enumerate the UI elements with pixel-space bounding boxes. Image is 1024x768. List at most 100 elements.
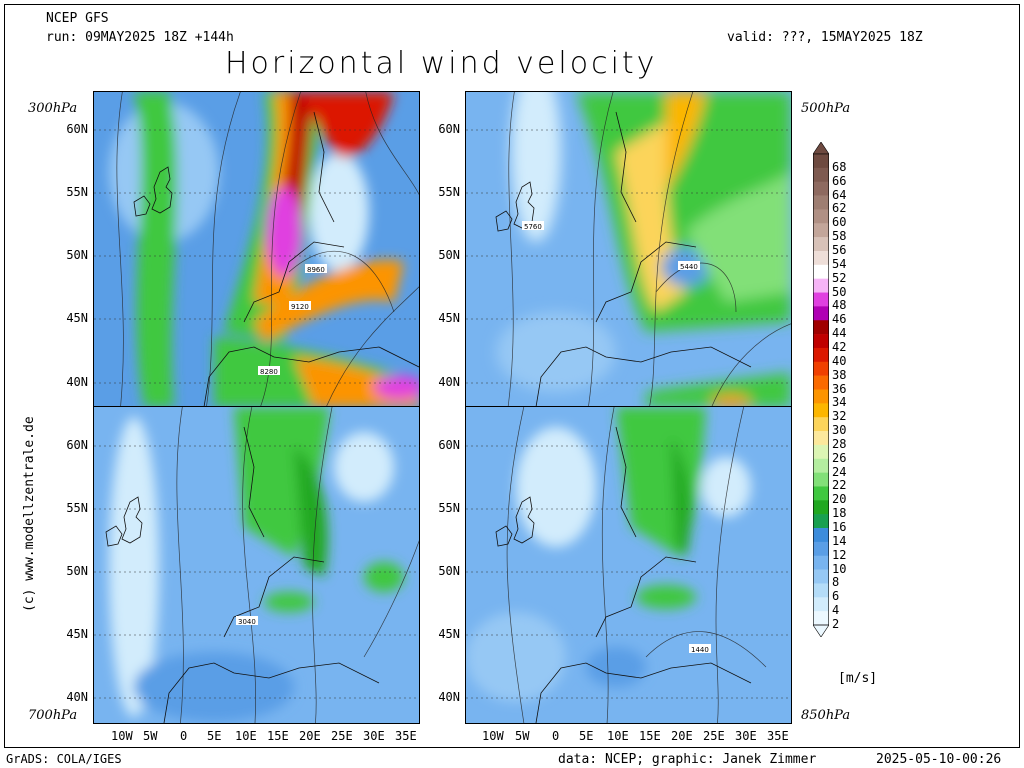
map-panel-300hpa: 8960 9120 8280 bbox=[93, 91, 420, 408]
colorbar-tick-label: 38 bbox=[832, 367, 847, 382]
data-credit: data: NCEP; graphic: Janek Zimmer bbox=[558, 752, 817, 767]
colorbar-swatch bbox=[813, 209, 829, 224]
colorbar-tick-label: 16 bbox=[832, 520, 847, 535]
colorbar-tick-label: 22 bbox=[832, 478, 847, 493]
level-label-700: 700hPa bbox=[28, 708, 78, 723]
colorbar-tick-label: 6 bbox=[832, 589, 840, 604]
colorbar-swatch bbox=[813, 417, 829, 432]
colorbar-tick-label: 20 bbox=[832, 492, 847, 507]
lon-label: 10E bbox=[607, 729, 629, 743]
lat-label: 60N bbox=[438, 122, 460, 136]
lat-label: 50N bbox=[66, 248, 88, 262]
lon-label: 30E bbox=[363, 729, 385, 743]
colorbar-swatch bbox=[813, 458, 829, 473]
colorbar-swatch bbox=[813, 486, 829, 501]
colorbar-swatch bbox=[813, 250, 829, 266]
colorbar-swatch bbox=[813, 264, 829, 279]
lat-label: 40N bbox=[438, 375, 460, 389]
colorbar-swatch bbox=[813, 583, 829, 598]
lon-label: 35E bbox=[767, 729, 789, 743]
contour-label: 8280 bbox=[260, 368, 278, 376]
lat-label: 40N bbox=[66, 375, 88, 389]
timestamp: 2025-05-10-00:26 bbox=[876, 752, 1002, 767]
map-panel-700hpa: 3040 bbox=[93, 406, 420, 724]
lat-label: 60N bbox=[438, 438, 460, 452]
lat-label: 50N bbox=[438, 248, 460, 262]
lat-label: 45N bbox=[66, 311, 88, 325]
colorbar-swatch bbox=[813, 431, 829, 446]
lon-label: 15E bbox=[267, 729, 289, 743]
contour-label: 3040 bbox=[238, 618, 256, 626]
colorbar-swatch bbox=[813, 278, 829, 293]
colorbar-tick-label: 68 bbox=[832, 159, 847, 174]
contour-label: 8960 bbox=[307, 266, 325, 274]
colorbar-tick-label: 26 bbox=[832, 450, 847, 465]
colorbar-swatch bbox=[813, 154, 829, 169]
colorbar-tick-label: 36 bbox=[832, 381, 847, 396]
colorbar-tick-label: 32 bbox=[832, 409, 847, 424]
colorbar-swatch bbox=[813, 611, 829, 626]
level-label-300: 300hPa bbox=[28, 101, 78, 116]
colorbar-swatch bbox=[813, 569, 829, 584]
colorbar-tick-label: 40 bbox=[832, 353, 847, 368]
colorbar-tick-label: 12 bbox=[832, 547, 847, 562]
lat-label: 50N bbox=[438, 564, 460, 578]
lon-label: 0 bbox=[552, 729, 560, 743]
colorbar-swatch bbox=[813, 375, 829, 390]
lat-label: 40N bbox=[438, 690, 460, 704]
lon-label: 5E bbox=[579, 729, 594, 743]
colorbar-tick-label: 54 bbox=[832, 256, 847, 271]
colorbar-swatch bbox=[813, 472, 829, 487]
lat-label: 45N bbox=[66, 627, 88, 641]
lat-label: 60N bbox=[66, 438, 88, 452]
colorbar-arrow-top bbox=[813, 142, 829, 155]
colorbar-swatch bbox=[813, 555, 829, 570]
lon-label: 30E bbox=[735, 729, 757, 743]
chart-title: Horizontal wind velocity bbox=[225, 46, 658, 81]
colorbar-swatch bbox=[813, 320, 829, 335]
lon-label: 25E bbox=[331, 729, 353, 743]
lat-label: 55N bbox=[438, 501, 460, 515]
colorbar-tick-label: 66 bbox=[832, 173, 847, 188]
side-credit: (c) www.modellzentrale.de bbox=[22, 416, 37, 612]
lat-label: 55N bbox=[66, 501, 88, 515]
contour-label: 1440 bbox=[691, 646, 709, 654]
colorbar-tick-label: 30 bbox=[832, 423, 847, 438]
colorbar-swatch bbox=[813, 334, 829, 349]
contour-label: 5760 bbox=[524, 223, 542, 231]
colorbar-tick-label: 34 bbox=[832, 395, 847, 410]
colorbar-swatch bbox=[813, 389, 829, 404]
colorbar-swatch bbox=[813, 237, 829, 252]
colorbar-tick-label: 14 bbox=[832, 533, 847, 548]
lon-label: 10W bbox=[482, 729, 504, 743]
colorbar-tick-label: 50 bbox=[832, 284, 847, 299]
lon-label: 5E bbox=[207, 729, 222, 743]
lat-label: 45N bbox=[438, 311, 460, 325]
colorbar-swatch bbox=[813, 514, 829, 529]
map-panel-850hpa: 1440 bbox=[465, 406, 792, 724]
lon-label: 20E bbox=[671, 729, 693, 743]
colorbar-swatch bbox=[813, 181, 829, 196]
lat-label: 60N bbox=[66, 122, 88, 136]
colorbar-swatch bbox=[813, 597, 829, 612]
run-time: run: 09MAY2025 18Z +144h bbox=[46, 30, 234, 45]
contour-label: 9120 bbox=[291, 303, 309, 311]
colorbar-tick-label: 56 bbox=[832, 242, 847, 257]
colorbar-swatch bbox=[813, 347, 829, 363]
colorbar-tick-label: 46 bbox=[832, 312, 847, 327]
colorbar-tick-label: 4 bbox=[832, 603, 840, 618]
colorbar-border bbox=[813, 153, 829, 626]
lon-label: 20E bbox=[299, 729, 321, 743]
chart-frame bbox=[4, 4, 1020, 748]
map-panel-500hpa: 5760 5440 bbox=[465, 91, 792, 408]
colorbar-tick-label: 48 bbox=[832, 298, 847, 313]
colorbar-swatch bbox=[813, 292, 829, 307]
level-label-500: 500hPa bbox=[801, 101, 851, 116]
colorbar-swatch bbox=[813, 444, 829, 460]
grads-credit: GrADS: COLA/IGES bbox=[6, 752, 122, 766]
colorbar-swatch bbox=[813, 500, 829, 515]
colorbar-tick-label: 28 bbox=[832, 436, 847, 451]
colorbar-tick-label: 10 bbox=[832, 561, 847, 576]
colorbar-tick-label: 60 bbox=[832, 215, 847, 230]
lon-label: 5W bbox=[143, 729, 158, 743]
